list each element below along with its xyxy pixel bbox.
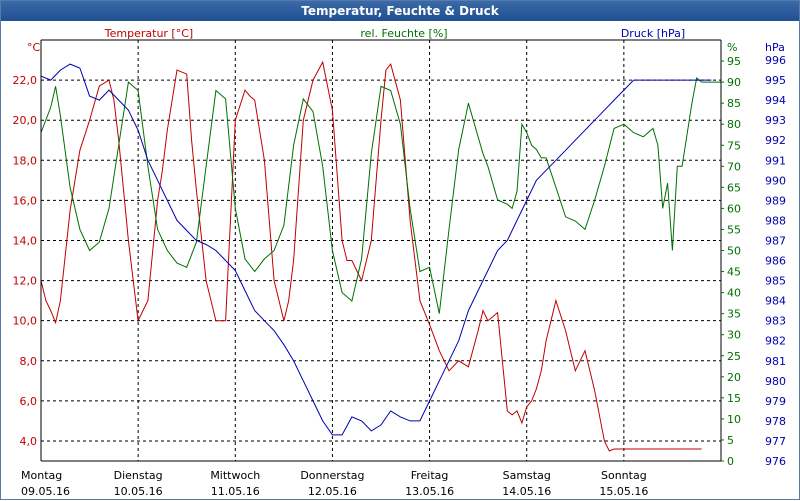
series-line-druck	[40, 63, 712, 436]
left-unit-label: °C	[27, 41, 41, 54]
right2-tick-label: 979	[765, 395, 786, 408]
right2-tick-label: 986	[765, 255, 786, 268]
right2-tick-label: 984	[765, 295, 786, 308]
left-tick-label: 20,0	[13, 114, 38, 127]
right1-tick-label: 90	[727, 76, 741, 89]
right2-tick-label: 990	[765, 174, 786, 187]
left-tick-label: 6,0	[20, 395, 38, 408]
chart-series	[40, 60, 721, 452]
right1-tick-label: 85	[727, 97, 741, 110]
left-tick-label: 10,0	[13, 315, 38, 328]
series-line-rel--feuchte	[40, 76, 721, 314]
right2-tick-label: 977	[765, 435, 786, 448]
day-date-label: 12.05.16	[308, 485, 357, 498]
right2-tick-label: 978	[765, 415, 786, 428]
day-date-label: 10.05.16	[114, 485, 163, 498]
left-tick-label: 8,0	[20, 355, 38, 368]
right2-tick-label: 995	[765, 74, 786, 87]
right1-tick-label: 20	[727, 371, 741, 384]
press-axis-title: Druck [hPa]	[621, 27, 685, 40]
day-date-label: 13.05.16	[405, 485, 454, 498]
left-tick-label: 4,0	[20, 435, 38, 448]
right2-tick-label: 987	[765, 234, 786, 247]
day-date-label: 14.05.16	[502, 485, 551, 498]
hum-axis-title: rel. Feuchte [%]	[360, 27, 447, 40]
left-tick-label: 22,0	[13, 74, 38, 87]
day-date-label: 11.05.16	[211, 485, 260, 498]
right1-tick-label: 60	[727, 202, 741, 215]
right1-tick-label: 15	[727, 392, 741, 405]
right1-tick-label: 30	[727, 329, 741, 342]
day-date-label: 09.05.16	[21, 485, 70, 498]
right2-tick-label: 989	[765, 194, 786, 207]
day-name-label: Montag	[21, 469, 62, 482]
day-name-label: Donnerstag	[300, 469, 364, 482]
right1-tick-label: 40	[727, 287, 741, 300]
right2-tick-label: 982	[765, 335, 786, 348]
left-tick-label: 18,0	[13, 154, 38, 167]
left-tick-label: 16,0	[13, 194, 38, 207]
day-name-label: Mittwoch	[210, 469, 260, 482]
day-date-label: 15.05.16	[599, 485, 648, 498]
chart-axes	[40, 39, 724, 462]
right2-tick-label: 996	[765, 54, 786, 67]
right1-tick-label: 95	[727, 55, 741, 68]
right1-tick-label: 35	[727, 308, 741, 321]
right1-tick-label: 0	[727, 455, 734, 468]
right1-unit-label: %	[727, 41, 737, 54]
right1-tick-label: 25	[727, 350, 741, 363]
series-line-temperatur	[40, 60, 702, 452]
right1-tick-label: 50	[727, 245, 741, 258]
right2-tick-label: 994	[765, 94, 786, 107]
right2-tick-label: 985	[765, 275, 786, 288]
right1-tick-label: 70	[727, 160, 741, 173]
right1-tick-label: 5	[727, 434, 734, 447]
right1-tick-label: 55	[727, 223, 741, 236]
chart-grid	[41, 40, 721, 461]
right2-unit-label: hPa	[765, 41, 785, 54]
day-name-label: Freitag	[411, 469, 449, 482]
right1-tick-label: 45	[727, 266, 741, 279]
chart-title: Temperatur, Feuchte & Druck	[1, 1, 799, 21]
day-name-label: Dienstag	[114, 469, 163, 482]
right2-tick-label: 991	[765, 154, 786, 167]
day-name-label: Samstag	[503, 469, 551, 482]
right2-tick-label: 988	[765, 214, 786, 227]
temp-axis-title: Temperatur [°C]	[104, 27, 193, 40]
right2-tick-label: 980	[765, 375, 786, 388]
left-tick-label: 14,0	[13, 234, 38, 247]
right2-tick-label: 983	[765, 315, 786, 328]
right1-tick-label: 65	[727, 181, 741, 194]
right2-tick-label: 992	[765, 134, 786, 147]
day-name-label: Sonntag	[601, 469, 647, 482]
right1-tick-label: 10	[727, 413, 741, 426]
right2-tick-label: 993	[765, 114, 786, 127]
left-tick-label: 12,0	[13, 275, 38, 288]
right2-tick-label: 981	[765, 355, 786, 368]
chart-labels: 4,0 6,0 8,0 10,0 12,0 14,0 16,0 18,0 20,0 22,0 0 5 1…	[13, 27, 787, 498]
right2-tick-label: 976	[765, 455, 786, 468]
right1-tick-label: 75	[727, 139, 741, 152]
right1-tick-label: 80	[727, 118, 741, 131]
